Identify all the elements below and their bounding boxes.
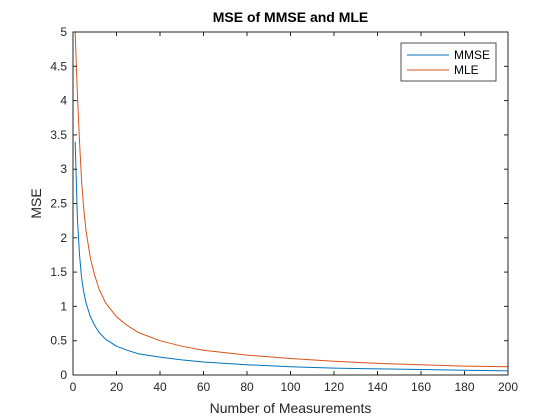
x-tick-label: 80 <box>240 380 254 394</box>
y-tick-label: 1 <box>60 299 67 313</box>
series-line-mle <box>74 31 509 368</box>
chart-title: MSE of MMSE and MLE <box>213 9 369 25</box>
x-tick-label: 120 <box>324 380 344 394</box>
y-tick-label: 5 <box>60 25 67 39</box>
series-layer <box>74 31 509 372</box>
y-tick-label: 4 <box>60 94 67 108</box>
y-tick-label: 2.5 <box>50 197 67 211</box>
y-tick-label: 1.5 <box>50 265 67 279</box>
x-tick-label: 200 <box>498 380 518 394</box>
legend-box <box>400 42 497 82</box>
series-line-mmse <box>74 141 509 372</box>
x-axis-ticks: 0 20 40 60 80 100 120 140 160 180 200 <box>70 32 518 394</box>
y-tick-label: 3 <box>60 162 67 176</box>
legend-label-mmse: MMSE <box>454 48 490 62</box>
x-tick-label: 160 <box>411 380 431 394</box>
y-tick-label: 2 <box>60 231 67 245</box>
legend-label-mle: MLE <box>454 63 479 77</box>
y-tick-label: 0 <box>60 368 67 382</box>
x-tick-label: 100 <box>280 380 300 394</box>
plot-area <box>73 32 508 375</box>
x-tick-label: 140 <box>367 380 387 394</box>
y-axis-ticks: 0 0.5 1 1.5 2 2.5 3 3.5 4 4.5 5 <box>50 25 508 382</box>
y-tick-label: 3.5 <box>50 128 67 142</box>
x-tick-label: 40 <box>153 380 167 394</box>
y-axis-label: MSE <box>28 188 44 218</box>
x-tick-label: 60 <box>197 380 211 394</box>
x-tick-label: 0 <box>70 380 77 394</box>
x-axis-label: Number of Measurements <box>210 400 372 416</box>
y-tick-label: 0.5 <box>50 334 67 348</box>
x-tick-label: 20 <box>110 380 124 394</box>
x-tick-label: 180 <box>454 380 474 394</box>
y-tick-label: 4.5 <box>50 59 67 73</box>
